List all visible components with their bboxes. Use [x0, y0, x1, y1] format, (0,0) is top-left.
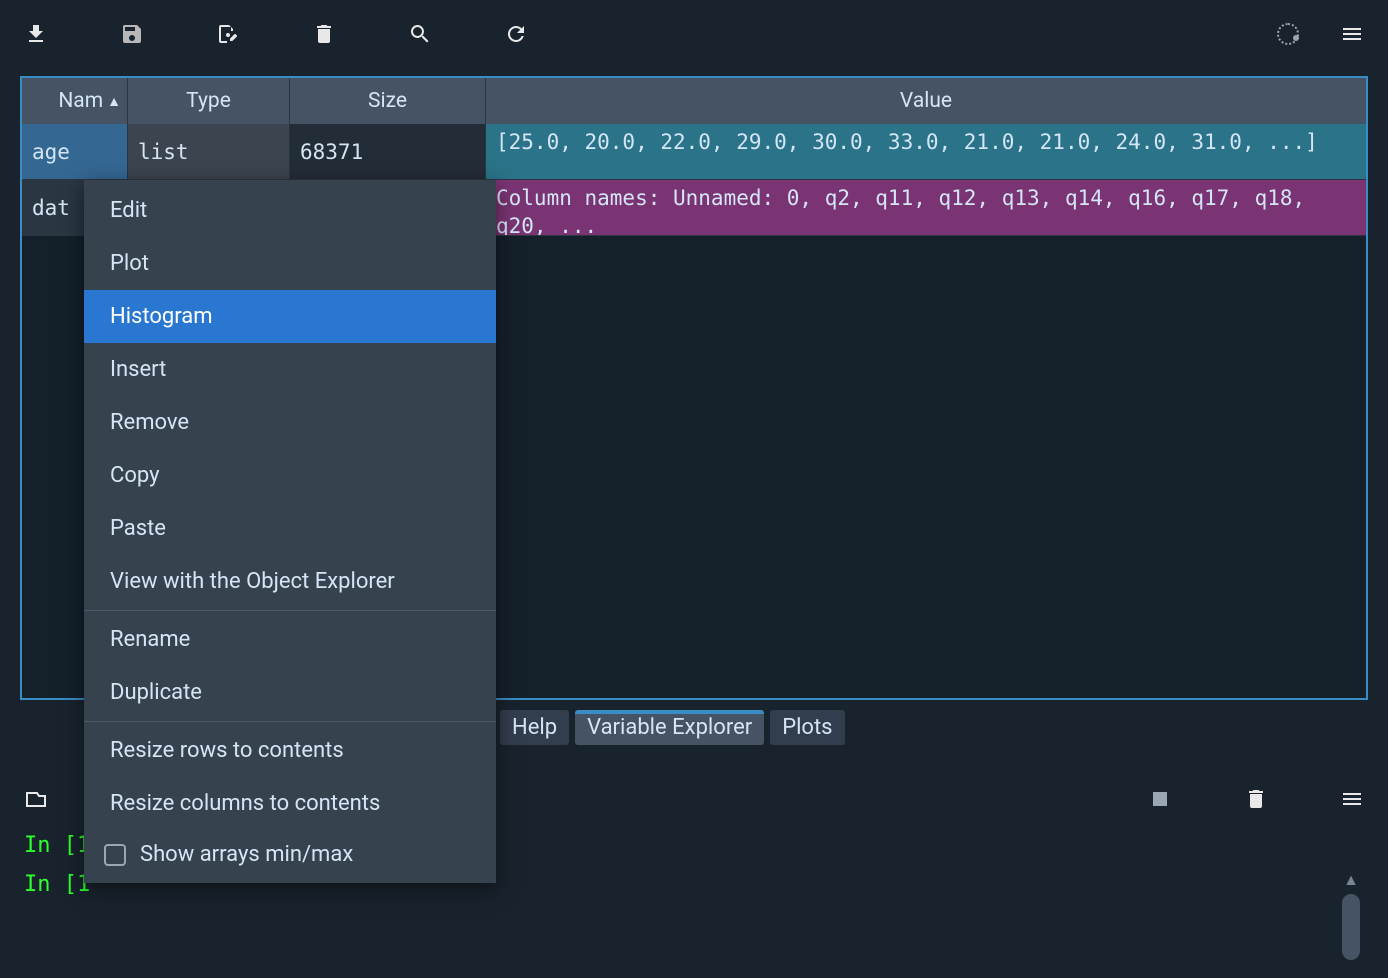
stop-icon[interactable]	[1148, 787, 1172, 811]
clear-console-icon[interactable]	[1244, 787, 1268, 811]
menu-item-view-with-the-object-explorer[interactable]: View with the Object Explorer	[84, 555, 496, 608]
menu-item-duplicate[interactable]: Duplicate	[84, 666, 496, 719]
menu-item-label: Show arrays min/max	[140, 842, 353, 867]
menu-separator	[84, 721, 496, 722]
menu-item-histogram[interactable]: Histogram	[84, 290, 496, 343]
checkbox[interactable]	[104, 844, 126, 866]
spinner-icon	[1276, 22, 1300, 46]
column-header-name-label: Nam	[58, 89, 103, 113]
scroll-thumb[interactable]	[1342, 894, 1360, 960]
sort-ascending-icon: ▲	[107, 93, 121, 110]
refresh-icon[interactable]	[504, 22, 528, 46]
cell-value[interactable]: [25.0, 20.0, 22.0, 29.0, 30.0, 33.0, 21.…	[486, 124, 1366, 180]
cell-value[interactable]: Column names: Unnamed: 0, q2, q11, q12, …	[486, 180, 1366, 236]
save-as-icon[interactable]	[216, 22, 240, 46]
save-icon[interactable]	[120, 22, 144, 46]
table-row[interactable]: agelist68371[25.0, 20.0, 22.0, 29.0, 30.…	[22, 124, 1366, 180]
menu-item-plot[interactable]: Plot	[84, 237, 496, 290]
cell-name[interactable]: age	[22, 124, 128, 180]
console-scrollbar[interactable]: ▲	[1338, 870, 1364, 960]
tab-variable-explorer[interactable]: Variable Explorer	[575, 710, 764, 745]
tab-plots[interactable]: Plots	[770, 710, 844, 745]
menu-item-paste[interactable]: Paste	[84, 502, 496, 555]
import-data-icon[interactable]	[24, 22, 48, 46]
tab-help[interactable]: Help	[500, 710, 569, 745]
column-header-name[interactable]: Nam ▲	[22, 78, 128, 124]
scroll-up-arrow-icon[interactable]: ▲	[1343, 870, 1359, 890]
console-options-menu-icon[interactable]	[1340, 787, 1364, 811]
column-header-value[interactable]: Value	[486, 78, 1366, 124]
pane-tabs: HelpVariable ExplorerPlots	[500, 710, 1388, 745]
variable-explorer-toolbar	[0, 0, 1388, 68]
search-icon[interactable]	[408, 22, 432, 46]
menu-item-copy[interactable]: Copy	[84, 449, 496, 502]
variable-context-menu: EditPlotHistogramInsertRemoveCopyPasteVi…	[84, 180, 496, 883]
menu-item-rename[interactable]: Rename	[84, 613, 496, 666]
cell-size: 68371	[290, 124, 486, 180]
menu-item-edit[interactable]: Edit	[84, 184, 496, 237]
menu-item-insert[interactable]: Insert	[84, 343, 496, 396]
column-header-type[interactable]: Type	[128, 78, 290, 124]
options-menu-icon[interactable]	[1340, 22, 1364, 46]
delete-icon[interactable]	[312, 22, 336, 46]
menu-separator	[84, 610, 496, 611]
menu-item-show-arrays-min-max[interactable]: Show arrays min/max	[84, 830, 496, 879]
column-header-size[interactable]: Size	[290, 78, 486, 124]
menu-item-resize-columns-to-contents[interactable]: Resize columns to contents	[84, 777, 496, 830]
menu-item-resize-rows-to-contents[interactable]: Resize rows to contents	[84, 724, 496, 777]
menu-item-remove[interactable]: Remove	[84, 396, 496, 449]
browse-tab-icon[interactable]	[24, 787, 48, 811]
table-header-row: Nam ▲ Type Size Value	[22, 78, 1366, 124]
cell-type: list	[128, 124, 290, 180]
